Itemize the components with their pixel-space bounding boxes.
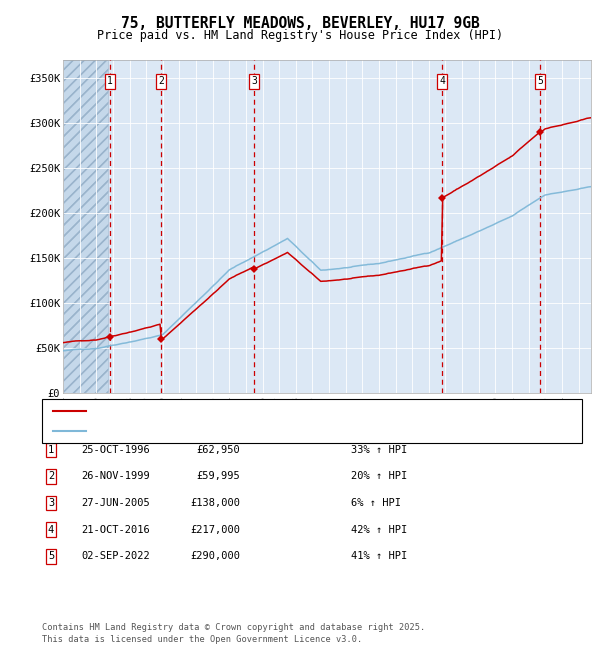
Text: 3: 3 <box>48 498 54 508</box>
Text: 4: 4 <box>439 77 445 86</box>
Text: 33% ↑ HPI: 33% ↑ HPI <box>351 445 407 455</box>
Text: 1: 1 <box>48 445 54 455</box>
Text: Contains HM Land Registry data © Crown copyright and database right 2025.: Contains HM Land Registry data © Crown c… <box>42 623 425 632</box>
Text: 4: 4 <box>48 525 54 535</box>
Bar <box>63 60 108 393</box>
Text: 3: 3 <box>251 77 257 86</box>
Text: £62,950: £62,950 <box>196 445 240 455</box>
Text: £59,995: £59,995 <box>196 471 240 482</box>
Text: 26-NOV-1999: 26-NOV-1999 <box>81 471 150 482</box>
Text: Price paid vs. HM Land Registry's House Price Index (HPI): Price paid vs. HM Land Registry's House … <box>97 29 503 42</box>
Text: 27-JUN-2005: 27-JUN-2005 <box>81 498 150 508</box>
Text: HPI: Average price, semi-detached house, East Riding of Yorkshire: HPI: Average price, semi-detached house,… <box>93 426 483 436</box>
Text: 75, BUTTERFLY MEADOWS, BEVERLEY, HU17 9GB: 75, BUTTERFLY MEADOWS, BEVERLEY, HU17 9G… <box>121 16 479 31</box>
Text: £290,000: £290,000 <box>190 551 240 562</box>
Text: £138,000: £138,000 <box>190 498 240 508</box>
Text: 5: 5 <box>48 551 54 562</box>
Text: 1: 1 <box>107 77 113 86</box>
Text: 2: 2 <box>158 77 164 86</box>
Text: 75, BUTTERFLY MEADOWS, BEVERLEY, HU17 9GB (semi-detached house): 75, BUTTERFLY MEADOWS, BEVERLEY, HU17 9G… <box>93 406 471 416</box>
Text: 20% ↑ HPI: 20% ↑ HPI <box>351 471 407 482</box>
Text: 42% ↑ HPI: 42% ↑ HPI <box>351 525 407 535</box>
Text: 5: 5 <box>537 77 543 86</box>
Text: 41% ↑ HPI: 41% ↑ HPI <box>351 551 407 562</box>
Text: 21-OCT-2016: 21-OCT-2016 <box>81 525 150 535</box>
Text: 2: 2 <box>48 471 54 482</box>
Text: 25-OCT-1996: 25-OCT-1996 <box>81 445 150 455</box>
Text: £217,000: £217,000 <box>190 525 240 535</box>
Text: 6% ↑ HPI: 6% ↑ HPI <box>351 498 401 508</box>
Text: This data is licensed under the Open Government Licence v3.0.: This data is licensed under the Open Gov… <box>42 634 362 644</box>
Bar <box>63 60 108 393</box>
Text: 02-SEP-2022: 02-SEP-2022 <box>81 551 150 562</box>
